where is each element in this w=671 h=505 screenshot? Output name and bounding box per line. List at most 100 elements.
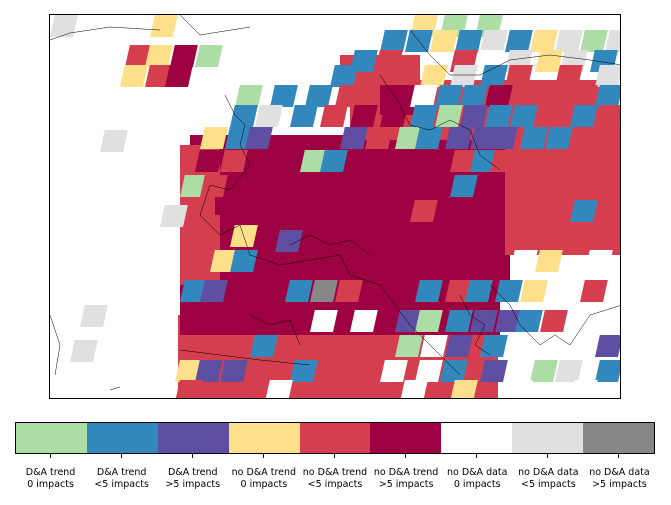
grid-cell-dna_trend_gt5: [490, 127, 518, 149]
grid-cell-no_dna_trend_0: [150, 15, 178, 37]
grid-cell-dna_trend_gt5: [495, 310, 523, 332]
grid-cell-dna_trend_0: [530, 360, 558, 382]
grid-cell-no_dna_trend_gt5: [350, 105, 378, 127]
grid-cell-no_dna_data_lt5: [450, 65, 478, 87]
grid-cell-no_dna_trend_gt5: [485, 85, 513, 107]
legend-tick: [547, 454, 549, 458]
grid-cell-dna_trend_lt5: [410, 105, 438, 127]
grid-cell-dna_trend_lt5: [495, 280, 523, 302]
grid-cell-dna_trend_gt5: [395, 310, 423, 332]
legend-swatch-dna_trend_0: [16, 423, 87, 453]
grid-cell-no_dna_trend_lt5: [125, 45, 153, 67]
grid-cell-no_dna_data_lt5: [595, 65, 620, 87]
grid-cell-no_dna_trend_lt5: [490, 150, 518, 172]
grid-cell-dna_trend_lt5: [570, 105, 598, 127]
grid-cell-dna_trend_gt5: [595, 335, 620, 357]
grid-cell-no_dna_data_0: [410, 85, 438, 107]
grid-cell-dna_trend_lt5: [330, 65, 358, 87]
coastline: [309, 254, 461, 376]
legend-label-line2: 0 impacts: [240, 479, 288, 490]
coastline: [179, 314, 311, 366]
legend-label-line2: 0 impacts: [27, 479, 74, 490]
grid-cell-no_dna_data_0: [510, 250, 538, 272]
grid-cell-no_dna_trend_lt5: [505, 65, 533, 87]
legend-label-no_dna_data_lt5: no D&A data <5 impacts: [512, 454, 584, 491]
grid-cell-no_dna_trend_0: [450, 380, 478, 398]
grid-cell-no_dna_trend_0: [420, 65, 448, 87]
grid-cell-no_dna_trend_lt5: [335, 85, 363, 107]
legend-swatch-no_dna_data_0: [441, 423, 513, 453]
grid-cell-dna_trend_lt5: [290, 360, 318, 382]
grid-cell-no_dna_trend_gt5: [170, 45, 198, 67]
grid-cell-dna_trend_gt5: [445, 335, 473, 357]
grid-cell-dna_trend_lt5: [230, 105, 258, 127]
legend-label-line1: no D&A data: [518, 467, 579, 478]
legend-label-no_dna_trend_0: no D&A trend 0 impacts: [228, 454, 300, 491]
grid-cell-dna_trend_lt5: [290, 105, 318, 127]
legend-label-no_dna_data_gt5: no D&A data >5 impacts: [583, 454, 655, 491]
legend-swatch-dna_trend_gt5: [157, 423, 229, 453]
legend-label-dna_trend_gt5: D&A trend >5 impacts: [157, 454, 229, 491]
legend-tick: [120, 454, 122, 458]
grid-cell-no_dna_trend_lt5: [320, 380, 348, 398]
legend-swatch-no_dna_trend_lt5: [299, 423, 371, 453]
grid-cell-no_dna_trend_gt5: [195, 150, 223, 172]
grid-cell-no_dna_data_0: [585, 250, 613, 272]
grid-cell-dna_trend_lt5: [520, 127, 548, 149]
grid-cell-no_dna_data_lt5: [555, 30, 583, 52]
grid-cell-no_dna_data_0: [505, 360, 533, 382]
grid-cell-no_dna_trend_lt5: [175, 380, 203, 398]
grid-cell-dna_trend_lt5: [480, 335, 508, 357]
grid-cell-no_dna_trend_lt5: [365, 127, 393, 149]
grid-cell-dna_trend_lt5: [180, 280, 208, 302]
grid-cell-no_dna_data_0: [400, 380, 428, 398]
grid-cell-dna_trend_lt5: [380, 30, 408, 52]
legend-swatch-no_dna_data_lt5: [512, 423, 584, 453]
map-panel[interactable]: [49, 14, 621, 399]
grid-cell-no_dna_data_0: [265, 380, 293, 398]
grid-cell-no_dna_data_lt5: [160, 205, 188, 227]
grid-cell-dna_trend_0: [395, 127, 423, 149]
map-grid: [50, 15, 620, 398]
grid-cell-no_dna_trend_lt5: [580, 280, 608, 302]
grid-cell-dna_trend_lt5: [415, 127, 443, 149]
grid-cell-dna_trend_lt5: [450, 175, 478, 197]
grid-cell-no_dna_data_0: [415, 360, 443, 382]
coastline: [489, 284, 620, 346]
grid-cell-no_dna_trend_lt5: [450, 150, 478, 172]
legend-tick: [191, 454, 193, 458]
grid-cell-no_dna_trend_0: [120, 65, 148, 87]
grid-cell-dna_trend_lt5: [320, 150, 348, 172]
legend-label-line1: D&A trend: [167, 467, 218, 478]
grid-cell-no_dna_trend_lt5: [245, 360, 273, 382]
legend-label-line1: no D&A trend: [231, 467, 297, 478]
grid-cell-dna_trend_lt5: [480, 65, 508, 87]
legend-label-no_dna_trend_gt5: no D&A trend >5 impacts: [370, 454, 442, 491]
grid-cell-no_dna_trend_gt5: [380, 105, 408, 127]
grid-cell-no_dna_data_lt5: [80, 305, 108, 327]
grid-cell-dna_trend_lt5: [225, 127, 253, 149]
grid-cell-no_dna_trend_lt5: [555, 65, 583, 87]
grid-cell-dna_trend_lt5: [595, 85, 620, 107]
legend-label-line1: no D&A trend: [373, 467, 439, 478]
grid-cell-no_dna_trend_lt5: [375, 50, 403, 72]
grid-cell-dna_trend_0: [235, 85, 263, 107]
grid-cell-dna_trend_gt5: [340, 127, 368, 149]
grid-cell-no_dna_trend_0: [530, 30, 558, 52]
legend-swatch-no_dna_trend_0: [228, 423, 300, 453]
grid-cell-dna_trend_lt5: [515, 310, 543, 332]
grid-cell-no_dna_trend_lt5: [145, 65, 173, 87]
grid-cell-no_dna_trend_lt5: [540, 310, 568, 332]
grid-cell-no_dna_data_0: [350, 310, 378, 332]
legend-swatch-no_dna_data_gt5: [583, 423, 655, 453]
legend-label-line2: >5 impacts: [378, 479, 434, 490]
grid-cell-dna_trend_lt5: [415, 280, 443, 302]
grid-cell-no_dna_data_gt5: [310, 280, 338, 302]
legend-label-line2: <5 impacts: [94, 479, 149, 490]
grid-cell-no_dna_data_lt5: [255, 105, 283, 127]
legend-tick: [618, 454, 620, 458]
legend-tick: [476, 454, 478, 458]
grid-cell-dna_trend_0: [180, 175, 208, 197]
legend-label-dna_trend_0: D&A trend 0 impacts: [15, 454, 87, 491]
grid-cell-dna_trend_lt5: [465, 280, 493, 302]
